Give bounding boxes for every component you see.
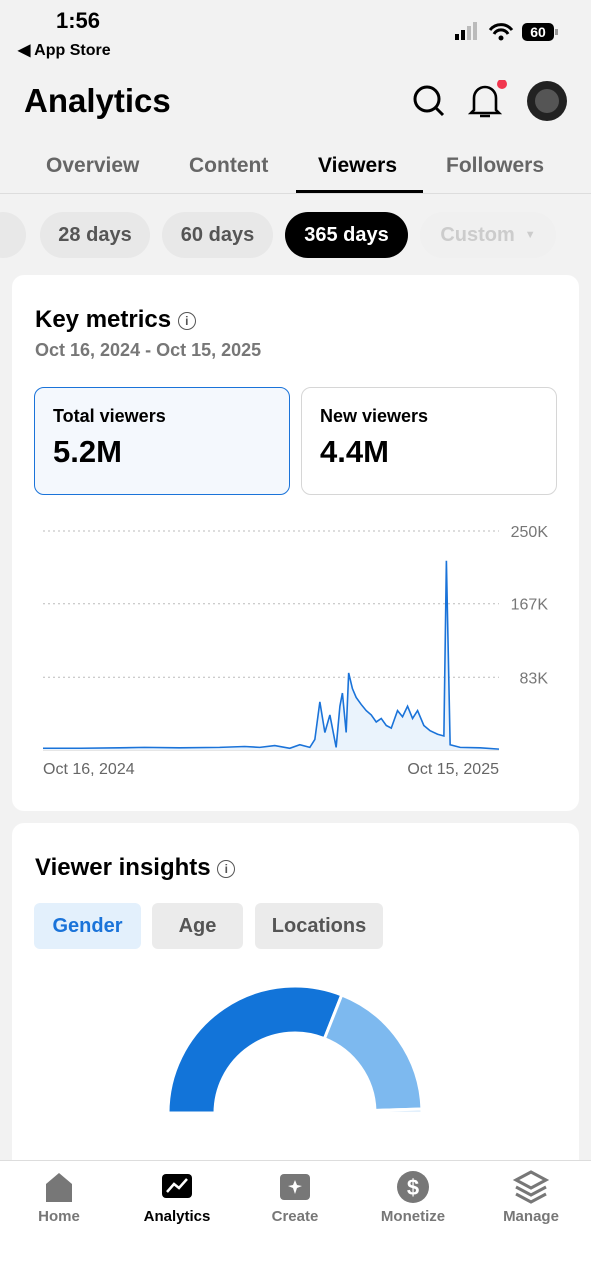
area xyxy=(43,560,499,750)
metric-box[interactable]: New viewers 4.4M xyxy=(301,387,557,495)
divider xyxy=(0,193,591,194)
status-icons: 60 xyxy=(455,22,558,41)
nav-item[interactable]: Analytics xyxy=(143,1208,211,1225)
range-pill[interactable]: 60 days xyxy=(162,212,273,258)
svg-text:$: $ xyxy=(407,1175,419,1200)
metric-label: New viewers xyxy=(320,406,429,426)
nav-item[interactable]: Home xyxy=(38,1208,80,1225)
insight-tab[interactable]: Locations xyxy=(255,903,383,949)
range-pill[interactable]: 28 days xyxy=(40,212,150,258)
tab[interactable]: Content xyxy=(189,154,269,177)
card-title: Viewer insights i xyxy=(35,854,236,882)
line xyxy=(43,560,500,750)
y-tick-label: 250K xyxy=(511,524,549,541)
key-metrics-card: Key metrics i Oct 16, 2024 - Oct 15, 202… xyxy=(12,275,579,811)
header-icons xyxy=(413,80,567,121)
back-label: App Store xyxy=(34,42,111,59)
clock: 1:56 xyxy=(56,8,101,33)
x-tick-label: Oct 16, 2024 xyxy=(43,761,135,778)
donut-segment xyxy=(373,1107,424,1115)
charts: 250K 167K 83K Oct 16, 2024 Oct 15, 2025 xyxy=(43,524,549,1115)
donut-segment xyxy=(166,984,344,1115)
x-tick-label: Oct 15, 2025 xyxy=(407,761,499,778)
range-pill[interactable]: 365 days xyxy=(285,212,408,258)
y-tick-label: 83K xyxy=(520,670,549,687)
nav-item[interactable]: Manage xyxy=(503,1208,559,1225)
page-title: Analytics xyxy=(24,82,171,119)
metric-value: 4.4M xyxy=(320,434,389,469)
nav-item[interactable]: Monetize xyxy=(380,1208,446,1225)
tab[interactable]: Followers xyxy=(446,154,545,177)
range-pill[interactable]: Custom ▼ xyxy=(420,212,556,258)
metric-label: Total viewers xyxy=(53,406,166,426)
bell-icon[interactable] xyxy=(467,85,503,118)
tab[interactable]: Viewers xyxy=(318,154,398,177)
y-tick-label: 167K xyxy=(511,597,549,614)
card-title: Key metrics i xyxy=(35,306,196,334)
title-text: Key metrics xyxy=(35,306,172,333)
metric-box[interactable]: Total viewers 5.2M xyxy=(34,387,290,495)
insight-tab[interactable]: Age xyxy=(152,903,243,949)
nav-item[interactable]: Create xyxy=(271,1208,319,1225)
battery-level: 60 xyxy=(530,24,546,40)
tab-underline: 2 xyxy=(296,190,423,193)
insight-tab[interactable]: Gender xyxy=(34,903,141,949)
tab[interactable]: Overview xyxy=(46,154,140,177)
search-icon[interactable] xyxy=(413,85,441,113)
date-range: Oct 16, 2024 - Oct 15, 2025 xyxy=(35,340,262,360)
title-text: Viewer insights xyxy=(35,854,211,881)
nav-icons: $ xyxy=(46,1170,550,1204)
donut-segment xyxy=(322,992,424,1113)
metric-value: 5.2M xyxy=(53,434,122,469)
back-to-app[interactable]: ◀ App Store xyxy=(18,42,111,59)
